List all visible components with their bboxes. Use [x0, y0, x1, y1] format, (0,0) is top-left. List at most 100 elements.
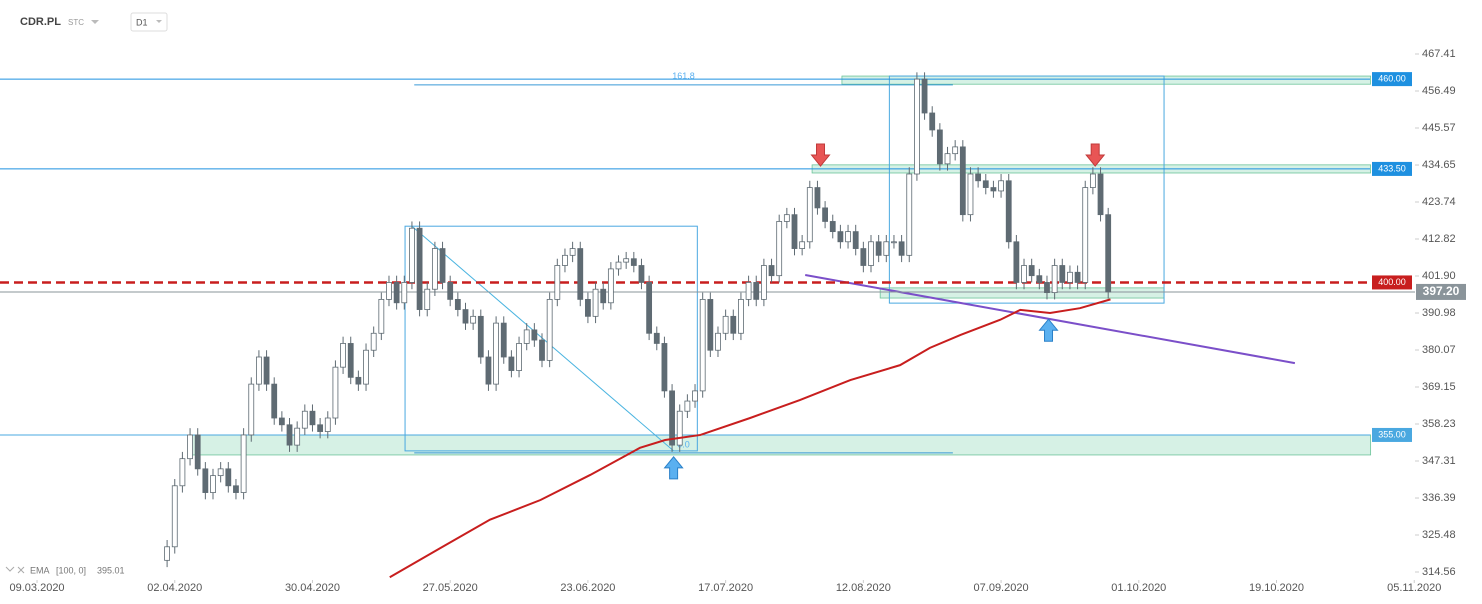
candle-body: [1074, 271, 1081, 283]
candle-body: [852, 231, 859, 249]
x-tick-label: 27.05.2020: [423, 582, 478, 594]
candle-body: [546, 298, 553, 361]
candle-body: [424, 288, 431, 310]
y-tick-label: 390.98: [1422, 307, 1456, 319]
y-tick-label: 358.23: [1422, 418, 1456, 430]
symbol[interactable]: CDR.PL: [20, 16, 61, 28]
candle-body: [233, 485, 239, 493]
candle-body: [347, 343, 354, 378]
candle-body: [914, 78, 920, 175]
candle-body: [271, 383, 278, 419]
candle-body: [791, 214, 798, 249]
candle-body: [202, 468, 209, 493]
y-tick-label: 412.82: [1422, 233, 1456, 245]
candle-body: [952, 146, 959, 155]
candle-body: [554, 265, 561, 300]
candle-body: [745, 282, 752, 300]
ema-params: [100, 0]: [56, 565, 86, 575]
candle-body: [485, 356, 492, 385]
level-badge: [1372, 161, 1412, 176]
candle-body: [669, 390, 675, 446]
legend-icons: [5, 566, 25, 574]
interval-select[interactable]: [130, 12, 168, 32]
ema-value: 395.01: [97, 565, 125, 575]
x-tick-label: 30.04.2020: [285, 582, 340, 594]
candle-body: [715, 332, 721, 351]
instrument-type: STC: [68, 18, 84, 27]
candle-body: [217, 468, 224, 477]
candle-body: [929, 112, 936, 131]
box: [888, 75, 1165, 304]
candle-body: [493, 322, 499, 385]
candle-body: [317, 424, 324, 432]
ema-line: [389, 298, 1111, 579]
candle-body: [661, 343, 668, 392]
dropdown-icon[interactable]: [156, 20, 162, 23]
candle-body: [730, 315, 737, 334]
candle-body: [539, 339, 545, 361]
candle-body: [990, 187, 997, 192]
candle-body: [783, 214, 790, 222]
y-tick-label: 325.48: [1422, 529, 1456, 541]
y-tick-label: 347.31: [1422, 455, 1456, 467]
candle-body: [1105, 214, 1112, 293]
candle-body: [738, 298, 744, 334]
candle-body: [753, 282, 760, 300]
candle-body: [401, 282, 408, 304]
candle-body: [477, 315, 484, 358]
level-badge: [1372, 275, 1412, 290]
trendline: [411, 225, 674, 452]
candle-body: [1028, 265, 1035, 277]
candle-body: [799, 241, 806, 249]
candle-body: [883, 241, 890, 256]
candle-body: [684, 400, 691, 412]
candle-body: [699, 298, 706, 392]
candle-body: [998, 180, 1004, 192]
y-tick-label: 423.74: [1422, 196, 1456, 208]
candle-body: [676, 410, 683, 446]
candle-body: [470, 315, 477, 324]
candle-body: [776, 221, 783, 277]
candle-body: [630, 258, 637, 266]
candle-body: [309, 410, 316, 426]
dropdown-icon[interactable]: [91, 20, 99, 24]
candle-body: [982, 180, 989, 188]
x-tick-label: 01.10.2020: [1111, 582, 1166, 594]
y-tick-label: 434.65: [1422, 159, 1456, 171]
x-tick-label: 05.11.2020: [1387, 582, 1441, 594]
candle-body: [1089, 173, 1096, 188]
zone: [189, 434, 1372, 456]
candle-body: [845, 231, 851, 243]
candle-body: [523, 329, 530, 344]
candle-body: [1097, 173, 1104, 216]
last-price-label: 397.20: [1423, 284, 1460, 298]
interval[interactable]: D1: [136, 17, 148, 27]
candle-body: [822, 207, 828, 222]
candle-body: [431, 248, 438, 290]
candle-body: [707, 298, 714, 351]
candle-body: [600, 288, 607, 304]
candle-body: [1013, 241, 1020, 283]
candle-body: [615, 261, 622, 270]
candle-body: [386, 282, 392, 300]
candle-body: [240, 434, 247, 493]
level-label: 355.00: [1378, 429, 1406, 439]
y-tick-label: 456.49: [1422, 85, 1456, 97]
candle-body: [891, 241, 897, 244]
candle-body: [868, 241, 874, 266]
candle-body: [248, 383, 255, 436]
x-tick-label: 17.07.2020: [698, 582, 753, 594]
candle-body: [508, 356, 515, 371]
candle-body: [447, 282, 454, 300]
candle-body: [638, 265, 645, 283]
candle-body: [171, 485, 178, 548]
zone: [841, 75, 1372, 85]
candle-body: [340, 343, 346, 368]
candle-body: [516, 343, 522, 371]
level-label: 433.50: [1378, 163, 1406, 173]
candle-body: [607, 268, 614, 304]
level-label: 460.00: [1378, 73, 1406, 83]
y-tick-label: 369.15: [1422, 381, 1456, 393]
arrow: [1085, 143, 1106, 167]
